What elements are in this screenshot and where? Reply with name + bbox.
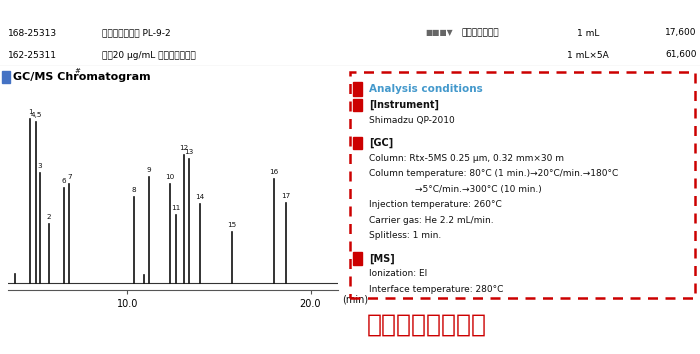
Bar [354,252,362,265]
Bar [354,82,362,96]
Text: [GC]: [GC] [369,138,393,148]
Text: Column temperature: 80°C (1 min.)→20°C/min.→180°C: Column temperature: 80°C (1 min.)→20°C/m… [369,170,618,178]
Bar [354,98,362,111]
Text: （兤20 μg/mL アセトン溶液）: （兤20 μg/mL アセトン溶液） [102,51,195,59]
Text: Splitless: 1 min.: Splitless: 1 min. [369,231,441,240]
Text: 162-25311: 162-25311 [8,51,57,59]
Text: 7: 7 [67,175,71,180]
Text: 17: 17 [281,193,290,199]
Text: 残留農薬試験用: 残留農薬試験用 [462,29,500,38]
Text: 分析条件とカラム: 分析条件とカラム [367,312,487,336]
Text: Ionization: EI: Ionization: EI [369,269,427,278]
Text: 1 mL: 1 mL [577,29,599,38]
Text: 3: 3 [38,164,43,170]
Text: →5°C/min.→300°C (10 min.): →5°C/min.→300°C (10 min.) [369,185,542,194]
Text: 4,5: 4,5 [31,113,42,119]
Text: Carrier gas: He 2.2 mL/min.: Carrier gas: He 2.2 mL/min. [369,216,494,224]
Text: 8: 8 [132,187,136,193]
Bar [354,137,362,149]
Text: #: # [75,68,80,74]
Text: Shimadzu QP-2010: Shimadzu QP-2010 [369,116,455,125]
Text: GC/MS Chromatogram: GC/MS Chromatogram [13,72,150,82]
Text: 14: 14 [195,194,204,200]
Text: 9: 9 [147,167,151,173]
Text: 168-25313: 168-25313 [8,29,57,38]
Text: 12: 12 [179,145,188,151]
Text: Column: Rtx-5MS 0.25 μm, 0.32 mm×30 m: Column: Rtx-5MS 0.25 μm, 0.32 mm×30 m [369,154,564,163]
Text: [Instrument]: [Instrument] [369,99,439,110]
Text: (min): (min) [342,295,368,304]
Text: 61,600: 61,600 [665,51,696,59]
Text: 13: 13 [184,149,193,155]
Text: 11: 11 [171,205,181,211]
Bar [1,71,10,83]
Text: Injection temperature: 260°C: Injection temperature: 260°C [369,200,502,209]
Text: 15: 15 [227,222,237,228]
Text: 2: 2 [47,215,52,221]
Text: 容量: 容量 [581,6,592,16]
Text: 1: 1 [28,109,32,115]
Text: 農薬混合標準液 PL-9-2: 農薬混合標準液 PL-9-2 [102,29,170,38]
Text: 17,600: 17,600 [665,29,696,38]
Text: Analysis conditions: Analysis conditions [369,84,483,94]
Text: 16: 16 [270,169,279,175]
Text: Code No.: Code No. [8,6,54,16]
Text: 10: 10 [166,175,175,180]
Text: 1 mL×5A: 1 mL×5A [567,51,609,59]
Text: Interface temperature: 280°C: Interface temperature: 280°C [369,285,503,294]
Text: 6: 6 [62,178,66,184]
Text: ■■■▼: ■■■▼ [426,29,453,38]
Text: [MS]: [MS] [369,253,395,264]
Text: 希望納入価格（円）: 希望納入価格（円） [648,6,696,16]
Text: 規格: 規格 [509,6,520,16]
Text: 製品名: 製品名 [102,6,118,16]
